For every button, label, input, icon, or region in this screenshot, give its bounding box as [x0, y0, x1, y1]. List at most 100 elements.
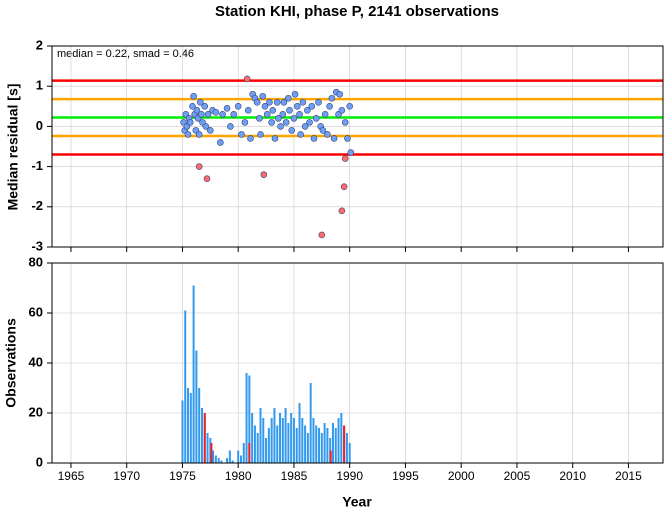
bar [212, 450, 215, 463]
y-tick-label: 80 [29, 254, 43, 269]
annotation: median = 0.22, smad = 0.46 [57, 48, 194, 60]
y-tick-label: 0 [36, 454, 43, 469]
data-point [277, 123, 284, 130]
data-point [273, 98, 281, 106]
data-point [344, 135, 351, 142]
bar [279, 413, 282, 463]
bar [203, 413, 206, 463]
data-point [230, 111, 238, 118]
data-point [238, 131, 245, 138]
data-point [304, 107, 311, 114]
bar [306, 433, 309, 463]
data-point [259, 92, 267, 100]
data-point [346, 103, 353, 110]
y-tick-label: 0 [36, 118, 43, 133]
x-tick-label: 2010 [559, 469, 586, 483]
bar [231, 460, 234, 463]
x-tick-label: 2015 [615, 469, 642, 483]
data-point [266, 98, 273, 106]
data-point [195, 131, 203, 138]
data-point [340, 183, 348, 190]
bar [262, 418, 265, 463]
data-point [330, 135, 338, 142]
data-point [318, 231, 326, 239]
bar [287, 423, 290, 463]
x-tick-label: 1990 [336, 469, 363, 483]
bar [256, 433, 259, 463]
x-tick-label: 1970 [113, 469, 140, 483]
x-tick-label: 1995 [392, 469, 419, 483]
data-point [189, 103, 196, 110]
data-point [201, 103, 209, 110]
data-point [234, 103, 242, 110]
x-tick-label: 1965 [58, 469, 85, 483]
bar [318, 428, 321, 463]
data-point [299, 98, 307, 106]
bar [326, 428, 329, 463]
bar [214, 455, 217, 463]
bar [259, 408, 262, 463]
data-point [268, 119, 275, 126]
plot-frame [51, 45, 664, 248]
bar [323, 423, 326, 463]
data-point [196, 98, 204, 106]
data-point [223, 105, 231, 112]
data-point [324, 131, 331, 138]
data-point [227, 123, 234, 130]
bar [284, 408, 287, 463]
data-point [301, 123, 309, 130]
bar [281, 418, 284, 463]
data-point [290, 115, 298, 122]
bar [309, 383, 312, 463]
data-point [310, 135, 318, 142]
bar [195, 350, 198, 463]
bar [295, 428, 298, 463]
bar [181, 400, 184, 463]
data-point [190, 92, 197, 100]
bar [290, 413, 293, 463]
bar [301, 418, 304, 463]
bar [304, 425, 307, 463]
bar [320, 433, 323, 463]
bar [270, 418, 273, 463]
data-point [297, 131, 304, 138]
data-point [212, 109, 220, 116]
bar [348, 443, 351, 463]
bar [192, 285, 195, 463]
data-point [341, 119, 349, 126]
bar [198, 388, 201, 463]
data-point [321, 111, 329, 118]
data-point [280, 98, 288, 106]
data-point [288, 127, 296, 134]
data-point [282, 119, 290, 126]
y-tick-label: -3 [31, 238, 43, 253]
data-point [319, 127, 327, 134]
bar [267, 428, 270, 463]
data-point [279, 111, 287, 118]
data-point [328, 94, 336, 102]
bar [210, 443, 213, 463]
data-point [253, 98, 261, 106]
data-point [198, 111, 205, 118]
x-tick-label: 1975 [169, 469, 196, 483]
bar [345, 433, 348, 463]
data-point [219, 111, 226, 118]
bar [273, 408, 276, 463]
data-point [338, 207, 346, 215]
bar [312, 418, 315, 463]
bar [220, 460, 223, 463]
bar [217, 458, 220, 463]
data-point [285, 94, 292, 102]
bar [237, 450, 240, 463]
bar [343, 425, 346, 463]
bar [337, 418, 340, 463]
data-point [193, 107, 201, 114]
data-point [256, 115, 263, 122]
bar [276, 425, 279, 463]
y-axis-label: Observations [3, 318, 19, 408]
data-point [202, 123, 210, 130]
data-point [204, 111, 212, 118]
data-point [186, 119, 194, 126]
